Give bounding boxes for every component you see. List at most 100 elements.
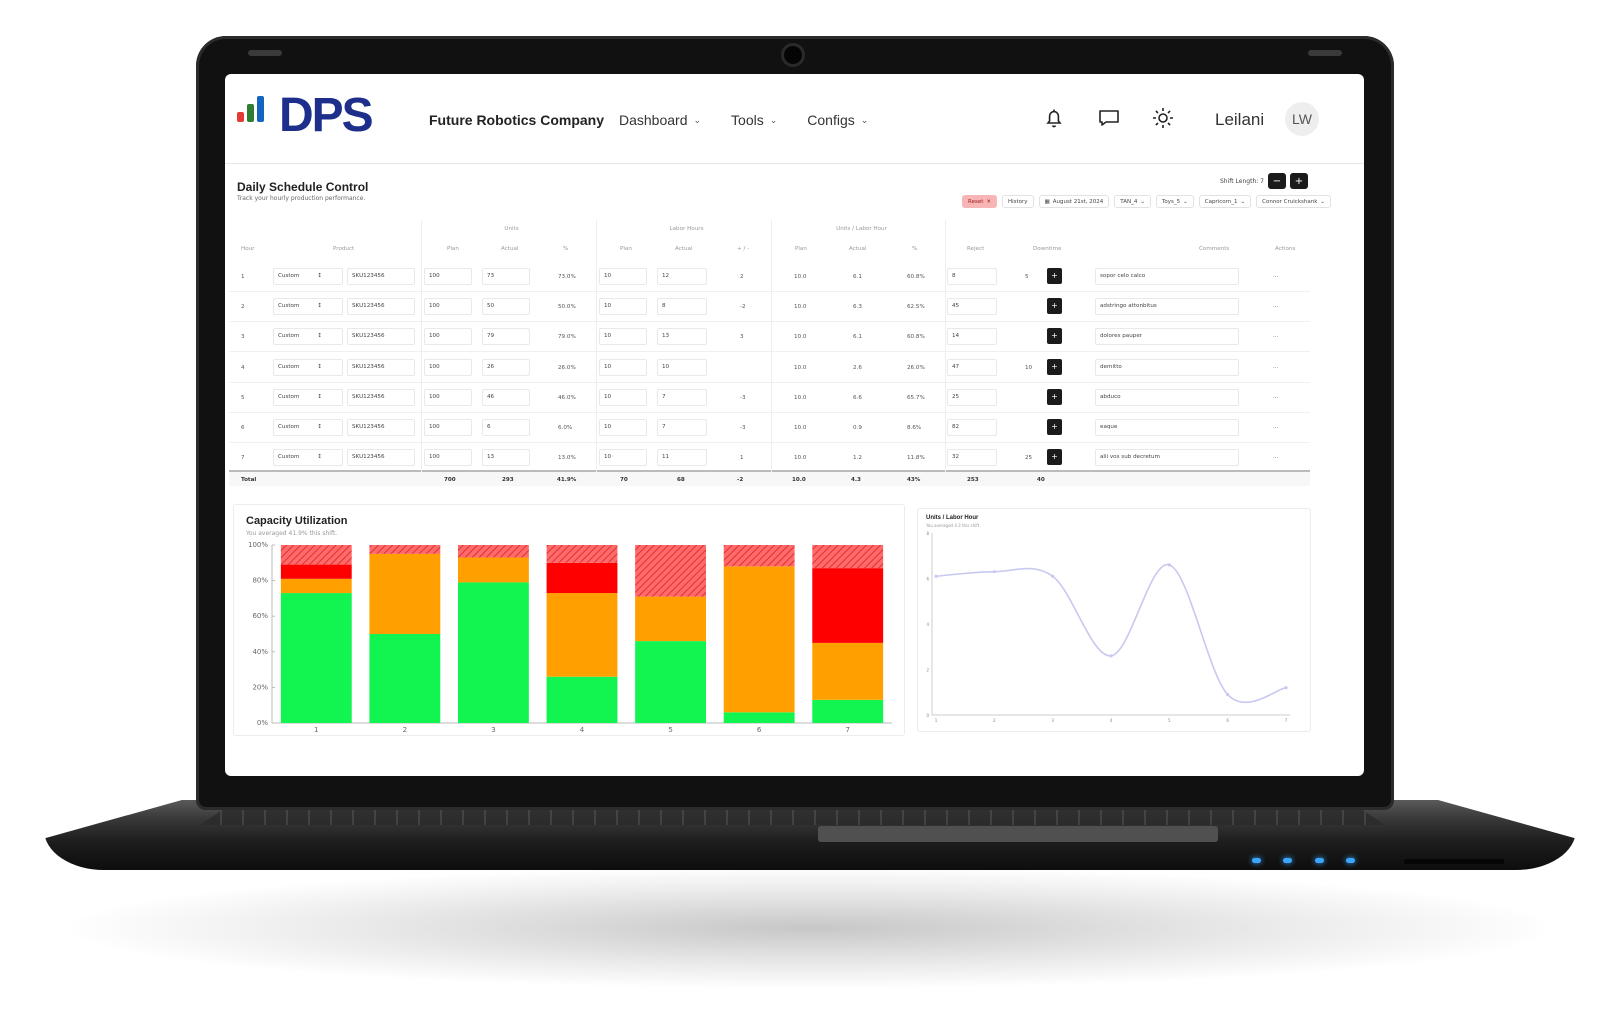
reject-input[interactable]: 82 bbox=[947, 419, 997, 436]
comment-input[interactable]: sopor celo calco bbox=[1095, 268, 1239, 285]
units-plan-input[interactable]: 100 bbox=[424, 419, 472, 436]
bar-segment[interactable] bbox=[546, 593, 618, 677]
reject-input[interactable]: 47 bbox=[947, 358, 997, 376]
labor-actual-input[interactable]: 13 bbox=[657, 328, 707, 346]
row-actions-menu[interactable]: ··· bbox=[1273, 455, 1279, 462]
units-actual-input[interactable]: 6 bbox=[482, 419, 530, 436]
history-button[interactable]: History bbox=[1001, 195, 1034, 208]
product-mode-select[interactable]: Custom ↕ bbox=[273, 298, 343, 316]
labor-actual-input[interactable]: 10 bbox=[657, 358, 707, 376]
bar-segment[interactable] bbox=[546, 676, 618, 723]
data-point[interactable] bbox=[1051, 574, 1055, 578]
bar-segment[interactable] bbox=[635, 545, 706, 597]
reject-input[interactable]: 14 bbox=[947, 328, 997, 346]
labor-plan-input[interactable]: 10 bbox=[599, 358, 647, 376]
reject-input[interactable]: 8 bbox=[947, 268, 997, 285]
sku-input[interactable]: SKU123456 bbox=[347, 388, 415, 406]
row-actions-menu[interactable]: ··· bbox=[1273, 364, 1279, 371]
avatar[interactable]: LW bbox=[1285, 102, 1319, 136]
user-name[interactable]: Leilani bbox=[1215, 110, 1265, 129]
comment-input[interactable]: adstringo attonbitus bbox=[1095, 298, 1239, 316]
labor-actual-input[interactable]: 11 bbox=[657, 449, 707, 467]
row-actions-menu[interactable]: ··· bbox=[1273, 304, 1279, 311]
product-mode-select[interactable]: Custom ↕ bbox=[273, 328, 343, 346]
date-picker[interactable]: ▦ August 21st, 2024 bbox=[1038, 195, 1110, 208]
chat-icon[interactable] bbox=[1097, 106, 1121, 130]
data-point[interactable] bbox=[1167, 563, 1171, 567]
labor-actual-input[interactable]: 7 bbox=[657, 419, 707, 436]
units-actual-input[interactable]: 79 bbox=[482, 328, 530, 346]
bar-segment[interactable] bbox=[812, 699, 884, 723]
labor-plan-input[interactable]: 10 bbox=[599, 298, 647, 316]
add-downtime-button[interactable]: + bbox=[1047, 298, 1062, 315]
row-actions-menu[interactable]: ··· bbox=[1273, 274, 1279, 280]
reset-button[interactable]: Reset ✕ bbox=[962, 195, 997, 208]
category-select[interactable]: Toys_5 ⌄ bbox=[1155, 195, 1194, 208]
labor-actual-input[interactable]: 12 bbox=[657, 268, 707, 285]
data-point[interactable] bbox=[934, 574, 938, 578]
units-actual-input[interactable]: 13 bbox=[482, 449, 530, 467]
nav-tools[interactable]: Tools ⌄ bbox=[731, 112, 777, 128]
sku-input[interactable]: SKU123456 bbox=[347, 358, 415, 376]
bar-segment[interactable] bbox=[546, 562, 618, 594]
row-actions-menu[interactable]: ··· bbox=[1273, 334, 1279, 341]
units-plan-input[interactable]: 100 bbox=[424, 328, 472, 346]
labor-plan-input[interactable]: 10 bbox=[599, 449, 647, 467]
units-actual-input[interactable]: 50 bbox=[482, 298, 530, 316]
product-mode-select[interactable]: Custom ↕ bbox=[273, 419, 343, 436]
units-plan-input[interactable]: 100 bbox=[424, 449, 472, 467]
reject-input[interactable]: 32 bbox=[947, 449, 997, 467]
units-plan-input[interactable]: 100 bbox=[424, 388, 472, 406]
data-point[interactable] bbox=[1226, 692, 1230, 697]
add-downtime-button[interactable]: + bbox=[1047, 419, 1062, 435]
product-select[interactable]: Capricorn_1 ⌄ bbox=[1198, 195, 1252, 208]
sku-input[interactable]: SKU123456 bbox=[347, 449, 415, 467]
bar-segment[interactable] bbox=[369, 553, 441, 634]
product-mode-select[interactable]: Custom ↕ bbox=[273, 358, 343, 376]
units-actual-input[interactable]: 73 bbox=[482, 268, 530, 285]
bar-segment[interactable] bbox=[280, 578, 352, 594]
labor-actual-input[interactable]: 8 bbox=[657, 298, 707, 316]
bar-segment[interactable] bbox=[280, 564, 352, 579]
comment-input[interactable]: abduco bbox=[1095, 388, 1239, 406]
bar-segment[interactable] bbox=[458, 545, 529, 558]
sku-input[interactable]: SKU123456 bbox=[347, 328, 415, 346]
nav-configs[interactable]: Configs ⌄ bbox=[807, 112, 868, 128]
data-point[interactable] bbox=[992, 570, 996, 574]
bell-icon[interactable] bbox=[1042, 106, 1066, 130]
sun-icon[interactable] bbox=[1151, 106, 1175, 130]
add-downtime-button[interactable]: + bbox=[1047, 268, 1062, 284]
labor-plan-input[interactable]: 10 bbox=[599, 328, 647, 346]
bar-segment[interactable] bbox=[812, 568, 884, 643]
bar-segment[interactable] bbox=[280, 545, 352, 565]
line-select[interactable]: TAN_4 ⌄ bbox=[1114, 195, 1151, 208]
operator-select[interactable]: Connor Cruickshank ⌄ bbox=[1256, 195, 1332, 208]
units-actual-input[interactable]: 46 bbox=[482, 388, 530, 406]
sku-input[interactable]: SKU123456 bbox=[347, 268, 415, 285]
bar-segment[interactable] bbox=[635, 596, 706, 642]
data-point[interactable] bbox=[1109, 654, 1113, 658]
bar-segment[interactable] bbox=[723, 566, 795, 713]
units-actual-input[interactable]: 26 bbox=[482, 358, 530, 376]
bar-segment[interactable] bbox=[723, 712, 795, 723]
row-actions-menu[interactable]: ··· bbox=[1273, 425, 1279, 431]
add-downtime-button[interactable]: + bbox=[1047, 388, 1062, 405]
labor-actual-input[interactable]: 7 bbox=[657, 388, 707, 406]
labor-plan-input[interactable]: 10 bbox=[599, 388, 647, 406]
units-plan-input[interactable]: 100 bbox=[424, 268, 472, 285]
bar-segment[interactable] bbox=[369, 634, 441, 723]
add-downtime-button[interactable]: + bbox=[1047, 358, 1062, 375]
row-actions-menu[interactable]: ··· bbox=[1273, 394, 1279, 401]
bar-segment[interactable] bbox=[458, 582, 529, 723]
bar-segment[interactable] bbox=[458, 557, 529, 583]
bar-segment[interactable] bbox=[723, 545, 795, 567]
sku-input[interactable]: SKU123456 bbox=[347, 298, 415, 316]
units-plan-input[interactable]: 100 bbox=[424, 358, 472, 376]
shift-increase-button[interactable]: + bbox=[1290, 173, 1308, 189]
comment-input[interactable]: dolores pauper bbox=[1095, 328, 1239, 346]
bar-segment[interactable] bbox=[369, 545, 441, 554]
nav-dashboard[interactable]: Dashboard ⌄ bbox=[619, 112, 701, 128]
bar-segment[interactable] bbox=[546, 545, 618, 563]
sku-input[interactable]: SKU123456 bbox=[347, 419, 415, 436]
comment-input[interactable]: alii vos sub decretum bbox=[1095, 449, 1239, 467]
